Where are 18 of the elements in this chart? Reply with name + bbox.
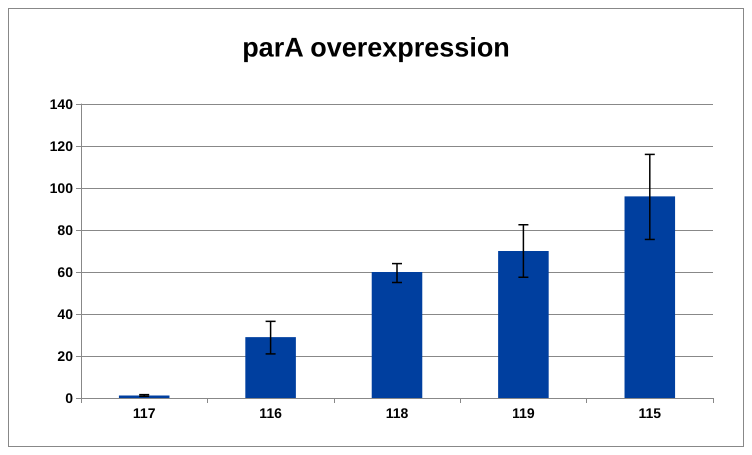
y-tick-label: 80 <box>57 222 74 238</box>
bar <box>498 251 549 398</box>
bar <box>624 196 676 398</box>
y-tick-label: 40 <box>57 306 74 322</box>
y-tick-label: 20 <box>57 348 74 364</box>
bar <box>372 272 422 398</box>
x-tick-label: 116 <box>259 405 282 421</box>
y-tick-label: 100 <box>50 180 74 196</box>
y-tick-label: 120 <box>50 138 74 154</box>
x-tick-label: 115 <box>638 405 662 421</box>
x-tick-label: 118 <box>386 405 409 421</box>
y-tick-label: 140 <box>50 96 74 112</box>
x-tick-label: 117 <box>132 405 156 421</box>
bar <box>245 337 296 398</box>
y-tick-label: 60 <box>57 264 74 280</box>
y-tick-label: 0 <box>65 390 74 406</box>
x-tick-label: 119 <box>512 405 535 421</box>
chart-title: parA overexpression <box>242 32 510 62</box>
